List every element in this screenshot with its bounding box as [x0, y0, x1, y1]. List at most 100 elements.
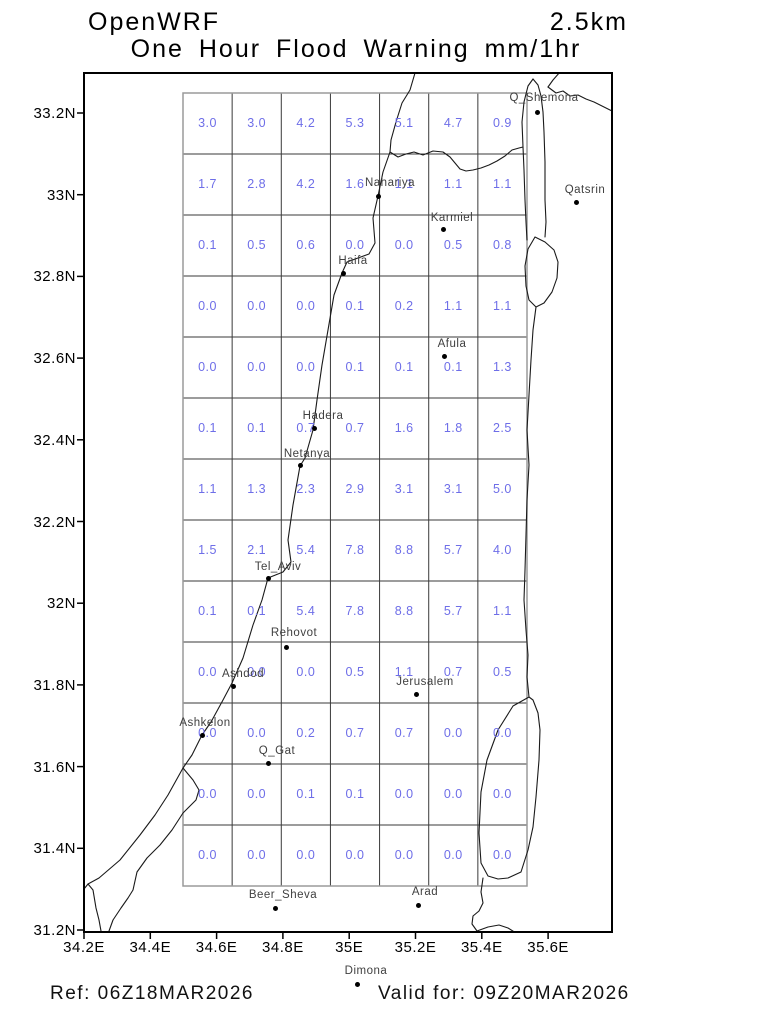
- city-dot: [297, 462, 303, 468]
- south-border-line: [476, 924, 516, 932]
- grid-value: 0.0: [198, 847, 217, 862]
- grid-value: 0.1: [247, 603, 267, 618]
- grid-value: 0.0: [443, 786, 463, 801]
- grid-value: 1.3: [492, 359, 512, 374]
- city-label: Netanya: [283, 448, 331, 460]
- lat-tick-label: 33.2N: [33, 105, 76, 122]
- city-dot: [199, 732, 205, 738]
- grid-layer: [182, 92, 528, 887]
- grid-value: 2.5: [492, 420, 512, 435]
- lat-tick-label: 31.2N: [33, 922, 76, 939]
- grid-value: 5.0: [492, 481, 512, 496]
- grid-value: 0.0: [247, 786, 267, 801]
- valid-time-label: Valid for: 09Z20MAR2026: [378, 983, 630, 1004]
- lon-tick-label: 34.6E: [195, 939, 238, 956]
- grid-value: 0.7: [296, 420, 316, 435]
- grid-value: 1.6: [394, 420, 414, 435]
- city-label: Hadera: [302, 410, 344, 422]
- lat-tick-label: 33N: [46, 186, 76, 204]
- city-label: Karmiel: [430, 212, 474, 224]
- city-label: Arad: [411, 886, 439, 898]
- grid-value: 8.8: [394, 542, 414, 557]
- city-label: Tel_Aviv: [254, 561, 302, 573]
- grid-value: 2.3: [296, 481, 316, 496]
- lon-tick-label: 34.8E: [262, 939, 304, 956]
- model-title: OpenWRF: [88, 8, 221, 36]
- grid-value: 1.3: [247, 481, 267, 496]
- grid-value: 0.5: [443, 237, 463, 252]
- grid-value: 0.0: [247, 847, 267, 862]
- lat-tick-label: 31.4N: [33, 840, 76, 858]
- coastline: [84, 73, 416, 890]
- city-dot: [375, 193, 381, 199]
- city-dot: [415, 902, 421, 908]
- grid-value: 0.2: [296, 725, 316, 740]
- grid-value: 0.0: [247, 725, 267, 740]
- grid-value: 5.4: [296, 542, 316, 557]
- grid-value: 2.8: [247, 176, 267, 191]
- city-dot: [413, 691, 419, 697]
- grid-value: 0.0: [443, 847, 463, 862]
- grid-value: 0.5: [345, 664, 365, 679]
- grid-value: 0.5: [247, 237, 267, 252]
- city-label: Haifa: [338, 255, 368, 267]
- lat-tick-label: 31.8N: [33, 676, 76, 694]
- grid-value: 0.1: [198, 237, 217, 252]
- grid-value: 0.0: [247, 298, 267, 313]
- map-outlines: [84, 73, 612, 932]
- grid-value: 4.2: [296, 115, 316, 130]
- lon-tick-label: 35.2E: [394, 939, 437, 956]
- city-dot: [272, 905, 278, 911]
- grid-value: 0.0: [296, 359, 316, 374]
- grid-value: 0.1: [198, 420, 217, 435]
- grid-value: 5.1: [394, 115, 414, 130]
- grid-value: 5.7: [443, 542, 463, 557]
- grid-value: 0.0: [345, 847, 365, 862]
- grid-value: 1.1: [394, 176, 414, 191]
- resolution-label: 2.5km: [549, 8, 628, 36]
- grid-value: 0.0: [492, 847, 512, 862]
- grid-value: 0.1: [443, 359, 463, 374]
- grid-value: 2.1: [247, 542, 267, 557]
- lon-tick-label: 35.6E: [527, 939, 569, 956]
- lat-tick-label: 32.6N: [33, 350, 76, 368]
- syria-border: [547, 86, 612, 112]
- city-label: Ashdod: [221, 668, 264, 680]
- grid-value: 0.0: [198, 664, 217, 679]
- grid-value: 0.1: [198, 603, 217, 618]
- grid-value: 8.8: [394, 603, 414, 618]
- grid-value: 0.0: [394, 786, 414, 801]
- grid-value: 1.1: [394, 664, 414, 679]
- city-label: Beer_Sheva: [248, 889, 318, 901]
- grid-value: 0.7: [345, 725, 365, 740]
- lat-tick-label: 32N: [46, 595, 76, 613]
- grid-outer-boundary: [182, 92, 528, 887]
- grid-value: 0.0: [296, 298, 316, 313]
- grid-value: 0.0: [345, 237, 365, 252]
- grid-value: 3.0: [198, 115, 217, 130]
- ref-time-label: Ref: 06Z18MAR2026: [50, 983, 254, 1004]
- lebanon-border: [389, 146, 524, 172]
- grid-value: 1.8: [443, 420, 463, 435]
- grid-value: 0.0: [296, 664, 316, 679]
- grid-value: 1.5: [198, 542, 217, 557]
- city-dot: [573, 199, 579, 205]
- grid-value: 0.7: [394, 725, 414, 740]
- grid-value: 2.9: [345, 481, 365, 496]
- grid-value: 1.1: [492, 176, 512, 191]
- city-dot: [340, 270, 346, 276]
- city-label: Q_Gat: [258, 745, 296, 757]
- city-label: Jerusalem: [396, 676, 454, 688]
- plot-title: One Hour Flood Warning mm/1hr: [130, 35, 582, 63]
- grid-value: 0.1: [394, 359, 414, 374]
- dead-sea: [478, 696, 541, 880]
- grid-value: 0.0: [492, 725, 512, 740]
- grid-value: 7.8: [345, 603, 365, 618]
- grid-value: 4.0: [492, 542, 512, 557]
- grid-value: 0.0: [394, 237, 414, 252]
- grid-value: 0.6: [296, 237, 316, 252]
- hula-valley-west: [522, 146, 528, 241]
- axis-ticks: [77, 112, 549, 939]
- grid-value: 0.5: [492, 664, 512, 679]
